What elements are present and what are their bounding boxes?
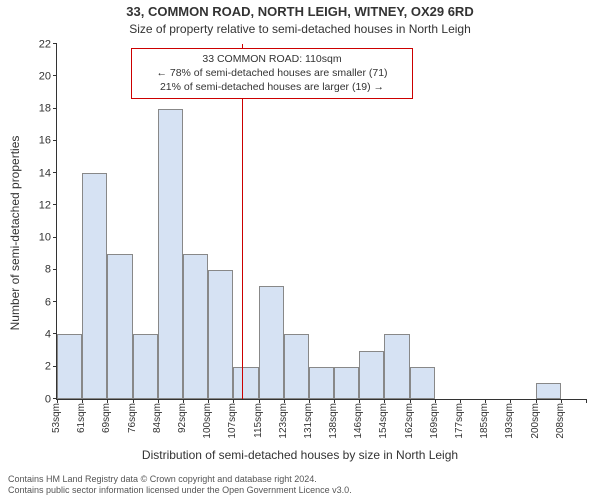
x-tick-label: 69sqm (102, 399, 112, 433)
x-tick-mark (485, 399, 486, 403)
y-tick-label: 12 (25, 200, 57, 211)
annotation-line: 21% of semi-detached houses are larger (… (138, 80, 406, 94)
footer-line: Contains HM Land Registry data © Crown c… (8, 474, 352, 485)
x-tick-mark (284, 399, 285, 403)
histogram-bar (284, 334, 309, 399)
x-tick-label: 115sqm (254, 399, 264, 438)
x-tick-label: 100sqm (203, 399, 213, 439)
y-tick-label: 6 (25, 297, 57, 308)
x-tick-mark (309, 399, 310, 403)
x-tick-mark (208, 399, 209, 403)
x-tick-label: 193sqm (505, 399, 515, 439)
x-tick-label: 138sqm (329, 399, 339, 439)
histogram-bar (536, 383, 561, 399)
histogram-bar (259, 286, 284, 399)
y-tick-mark (53, 172, 57, 173)
x-tick-mark (183, 399, 184, 403)
x-tick-label: 53sqm (52, 399, 62, 433)
x-tick-label: 200sqm (531, 399, 541, 439)
y-tick-label: 10 (25, 233, 57, 244)
y-tick-mark (53, 237, 57, 238)
y-tick-label: 16 (25, 136, 57, 147)
histogram-bar (410, 367, 435, 399)
y-tick-label: 4 (25, 329, 57, 340)
y-tick-label: 14 (25, 168, 57, 179)
x-tick-mark (384, 399, 385, 403)
y-tick-mark (53, 108, 57, 109)
x-tick-label: 92sqm (178, 399, 188, 433)
y-tick-mark (53, 140, 57, 141)
x-tick-label: 185sqm (480, 399, 490, 439)
x-tick-mark (586, 399, 587, 403)
y-tick-label: 18 (25, 104, 57, 115)
annotation-line: ← 78% of semi-detached houses are smalle… (138, 66, 406, 80)
chart-container: 33, COMMON ROAD, NORTH LEIGH, WITNEY, OX… (0, 0, 600, 500)
histogram-bar (384, 334, 409, 399)
y-tick-mark (53, 269, 57, 270)
y-tick-label: 20 (25, 71, 57, 82)
x-tick-label: 146sqm (354, 399, 364, 439)
x-tick-label: 61sqm (77, 399, 87, 433)
x-tick-mark (334, 399, 335, 403)
x-tick-label: 169sqm (430, 399, 440, 439)
x-tick-label: 131sqm (304, 399, 314, 439)
chart-title: 33, COMMON ROAD, NORTH LEIGH, WITNEY, OX… (0, 4, 600, 19)
footer-line: Contains public sector information licen… (8, 485, 352, 496)
y-tick-label: 2 (25, 362, 57, 373)
chart-subtitle: Size of property relative to semi-detach… (0, 22, 600, 36)
y-axis-label: Number of semi-detached properties (8, 38, 22, 233)
histogram-bar (208, 270, 233, 399)
histogram-bar (57, 334, 82, 399)
histogram-bar (183, 254, 208, 399)
x-tick-label: 154sqm (379, 399, 389, 439)
y-tick-mark (53, 75, 57, 76)
x-tick-mark (510, 399, 511, 403)
x-tick-mark (233, 399, 234, 403)
x-tick-label: 107sqm (228, 399, 238, 439)
y-tick-label: 22 (25, 39, 57, 50)
y-tick-mark (53, 43, 57, 44)
x-tick-mark (82, 399, 83, 403)
histogram-bar (133, 334, 158, 399)
y-tick-mark (53, 301, 57, 302)
y-tick-label: 8 (25, 265, 57, 276)
x-tick-label: 208sqm (556, 399, 566, 439)
x-tick-mark (359, 399, 360, 403)
x-tick-mark (107, 399, 108, 403)
histogram-bar (107, 254, 132, 399)
histogram-bar (359, 351, 384, 399)
plot-area: 024681012141618202253sqm61sqm69sqm76sqm8… (56, 44, 586, 400)
x-tick-mark (259, 399, 260, 403)
x-tick-mark (435, 399, 436, 403)
x-tick-mark (410, 399, 411, 403)
x-axis-label: Distribution of semi-detached houses by … (0, 448, 600, 462)
x-tick-mark (561, 399, 562, 403)
x-tick-mark (57, 399, 58, 403)
annotation-line: 33 COMMON ROAD: 110sqm (138, 52, 406, 66)
x-tick-mark (158, 399, 159, 403)
histogram-bar (82, 173, 107, 399)
x-tick-label: 177sqm (455, 399, 465, 439)
histogram-bar (334, 367, 359, 399)
x-tick-mark (133, 399, 134, 403)
annotation-box: 33 COMMON ROAD: 110sqm ← 78% of semi-det… (131, 48, 413, 99)
footer-attribution: Contains HM Land Registry data © Crown c… (8, 474, 352, 497)
x-tick-mark (460, 399, 461, 403)
histogram-bar (233, 367, 258, 399)
x-tick-label: 76sqm (128, 399, 138, 433)
histogram-bar (309, 367, 334, 399)
x-tick-label: 84sqm (153, 399, 163, 433)
x-tick-label: 123sqm (279, 399, 289, 439)
y-tick-mark (53, 204, 57, 205)
histogram-bar (158, 109, 183, 399)
x-tick-mark (536, 399, 537, 403)
x-tick-label: 162sqm (405, 399, 415, 439)
